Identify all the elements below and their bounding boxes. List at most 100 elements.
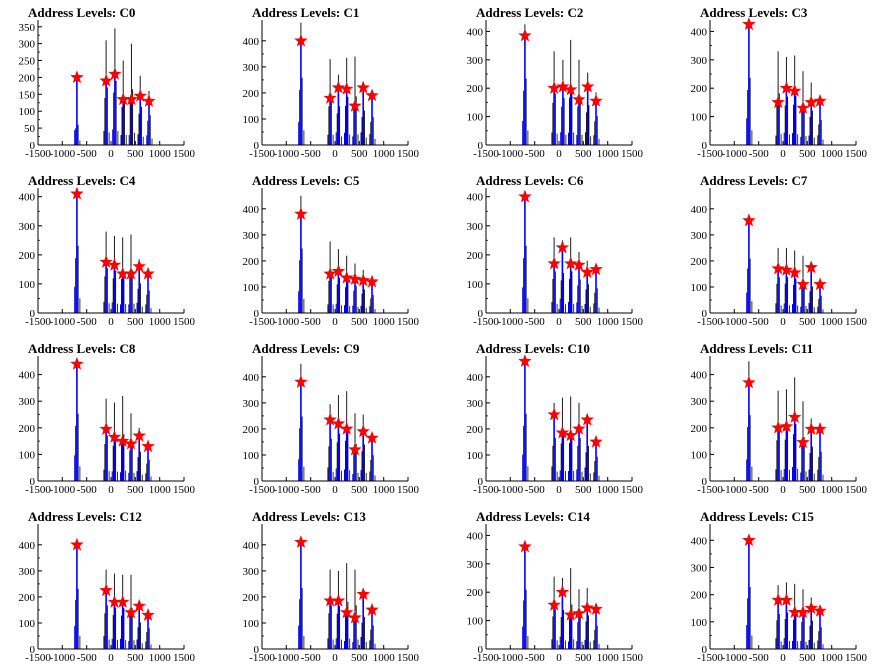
x-tick-label: 0 — [556, 652, 562, 664]
y-tick-label: 200 — [467, 424, 484, 436]
panel-title: Address Levels: C1 — [252, 5, 360, 20]
x-tick-label: -1000 — [497, 148, 523, 160]
y-tick-label: 0 — [478, 644, 484, 656]
x-tick-label: -500 — [301, 148, 322, 160]
x-tick-label: 1500 — [397, 148, 420, 160]
peak-marker — [572, 92, 586, 106]
y-tick-label: 400 — [467, 192, 484, 204]
histogram-panel: Address Levels: C7 0 100 200 300 400 -1500 -100… — [672, 168, 896, 336]
peak-marker — [589, 602, 603, 615]
peak-marker — [331, 416, 346, 430]
x-tick-label: 1500 — [845, 316, 868, 328]
x-tick-label: -500 — [749, 484, 770, 496]
x-tick-label: -500 — [77, 652, 98, 664]
panel-title: Address Levels: C13 — [252, 509, 366, 524]
y-tick-label: 400 — [243, 204, 260, 216]
peak-marker — [141, 266, 155, 280]
x-tick-label: 1500 — [173, 148, 196, 160]
histogram-panel: Address Levels: C5 0 100 200 300 400 -1500 -100… — [224, 168, 448, 336]
x-tick-label: -500 — [525, 148, 546, 160]
peak-marker — [323, 266, 337, 280]
peak-marker — [70, 70, 84, 84]
peak-marker — [365, 274, 379, 288]
y-tick-label: 300 — [467, 221, 484, 233]
x-tick-label: 1500 — [173, 652, 196, 664]
x-tick-label: -1000 — [273, 148, 299, 160]
peak-marker — [572, 606, 586, 620]
y-tick-label: 300 — [467, 55, 484, 67]
peak-marker — [572, 421, 586, 435]
y-tick-label: 400 — [691, 26, 708, 38]
y-tick-label: 100 — [467, 616, 484, 628]
peak-marker — [787, 83, 802, 97]
x-tick-label: 1500 — [397, 316, 420, 328]
y-tick-label: 200 — [243, 256, 260, 268]
x-tick-label: 1000 — [597, 316, 620, 328]
y-tick-label: 400 — [19, 192, 36, 204]
x-tick-label: -1500 — [249, 652, 275, 664]
histogram-panel: Address Levels: C10 0 100 200 300 400 -1500 -10… — [448, 336, 672, 504]
x-tick-label: 0 — [780, 484, 786, 496]
x-tick-label: 1500 — [397, 652, 420, 664]
x-tick-label: 1000 — [149, 484, 172, 496]
x-tick-label: 500 — [575, 148, 592, 160]
y-tick-label: 400 — [691, 204, 708, 216]
peak-marker — [348, 98, 362, 112]
peak-marker — [323, 412, 337, 426]
y-tick-label: 400 — [243, 540, 260, 552]
histogram-plot: 0 100 200 300 400 -1500-1000 -500 0 500 1000 1500 — [467, 354, 644, 496]
x-tick-label: -1500 — [697, 316, 723, 328]
histogram-panel: Address Levels: C15 0 100 200 300 400 -1500 -10… — [672, 504, 896, 672]
peak-marker — [99, 422, 113, 435]
peak-marker — [787, 410, 802, 423]
x-tick-label: 1000 — [373, 148, 396, 160]
x-tick-label: -1500 — [249, 484, 275, 496]
x-tick-label: -1500 — [697, 652, 723, 664]
x-tick-label: 1500 — [621, 484, 644, 496]
y-tick-label: 100 — [243, 450, 260, 462]
peak-marker — [141, 608, 155, 621]
peak-marker — [813, 277, 827, 291]
peak-marker — [108, 67, 122, 80]
x-tick-label: 1000 — [821, 484, 844, 496]
peak-marker — [356, 273, 370, 287]
peak-marker — [518, 189, 532, 203]
y-tick-label: 200 — [691, 83, 708, 95]
y-tick-label: 100 — [243, 114, 260, 126]
peak-marker — [555, 240, 570, 254]
x-tick-label: 1500 — [621, 148, 644, 160]
panel-title: Address Levels: C15 — [700, 509, 814, 524]
histogram-plot: 0 100 200 300 400 -1500-1000 -500 0 500 1000 1500 — [467, 20, 644, 160]
x-tick-label: 0 — [780, 316, 786, 328]
peak-marker — [589, 434, 603, 448]
x-tick-label: -1500 — [25, 316, 51, 328]
x-tick-label: 0 — [556, 148, 562, 160]
y-tick-label: 200 — [691, 256, 708, 268]
peak-marker — [589, 262, 603, 276]
x-tick-label: -1500 — [473, 652, 499, 664]
y-tick-label: 0 — [478, 308, 484, 320]
x-tick-label: 500 — [575, 316, 592, 328]
y-tick-label: 100 — [467, 279, 484, 291]
histogram-panel: Address Levels: C0 0 50 100 150 200 250 300 350 -… — [0, 0, 224, 168]
x-tick-label: 0 — [108, 316, 114, 328]
y-tick-label: 300 — [691, 55, 708, 67]
panel-title: Address Levels: C11 — [700, 341, 814, 356]
y-tick-label: 50 — [24, 123, 36, 135]
y-tick-label: 300 — [19, 39, 36, 51]
peak-marker — [813, 422, 827, 435]
y-tick-label: 300 — [243, 566, 260, 578]
y-tick-label: 100 — [19, 449, 36, 461]
peak-marker — [547, 597, 561, 611]
y-tick-label: 300 — [243, 62, 260, 74]
peak-marker — [356, 587, 370, 601]
y-tick-label: 300 — [467, 559, 484, 571]
x-tick-label: 500 — [351, 316, 368, 328]
x-tick-label: 0 — [332, 316, 338, 328]
histogram-plot: 0 100 200 300 400 -1500-1000 -500 0 500 1000 1500 — [467, 524, 644, 664]
y-tick-label: 0 — [254, 308, 260, 320]
peak-marker — [339, 270, 354, 284]
x-tick-label: 500 — [799, 484, 816, 496]
peak-marker — [356, 80, 370, 94]
